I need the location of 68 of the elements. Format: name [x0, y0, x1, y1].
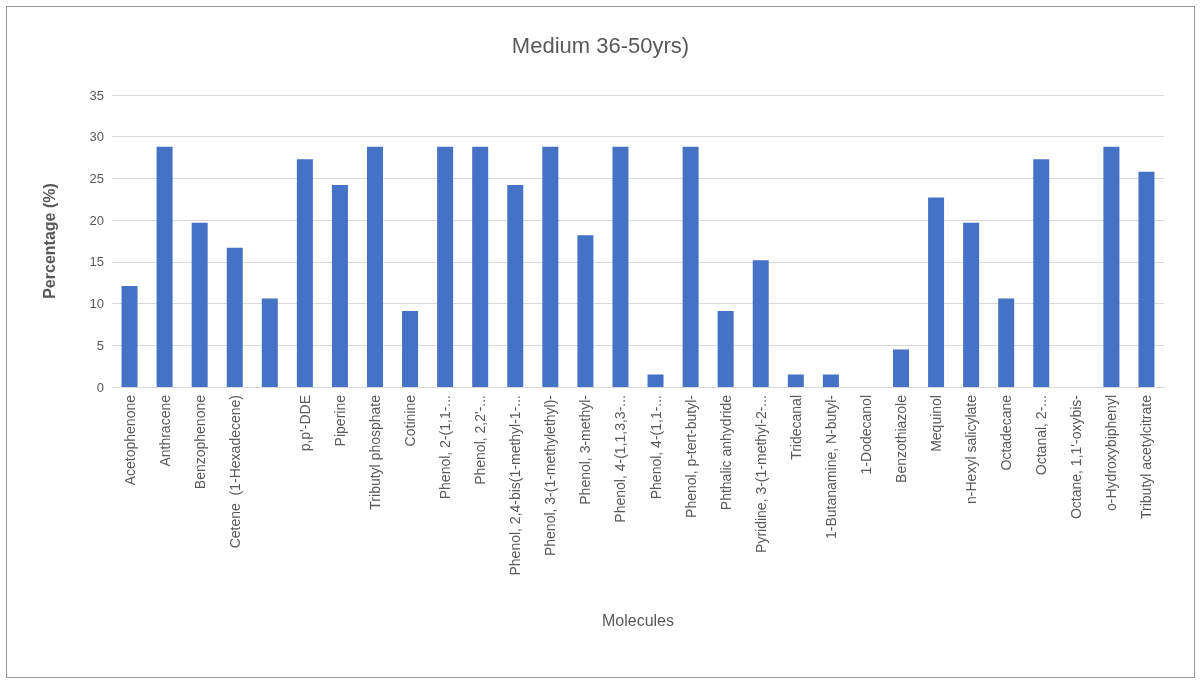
bar — [577, 235, 594, 387]
x-tick-label: Phenol, 3-methyl- — [577, 394, 594, 505]
x-tick-label: Piperine — [331, 394, 348, 447]
x-tick-label: Cotinine — [402, 394, 419, 447]
y-tick-label: 5 — [96, 337, 104, 353]
x-tick-label: Tributyl acetylcitrate — [1138, 394, 1155, 519]
bar — [928, 197, 945, 387]
x-tick-label: Tributyl phosphate — [367, 394, 383, 510]
y-tick-label: 0 — [96, 379, 104, 395]
bar — [121, 286, 138, 387]
x-tick-label: Phenol, 2,4-bis(1-methyl-1-... — [507, 395, 524, 576]
bar — [437, 146, 454, 387]
bar — [893, 349, 909, 387]
bar — [1033, 159, 1050, 387]
x-tick-label: Tridecanal — [787, 395, 804, 460]
x-tick-label: Mequinol — [928, 395, 945, 452]
bar — [402, 311, 419, 387]
bar — [752, 260, 769, 387]
x-tick-label: Phenol, 4-(1,1-... — [647, 395, 664, 500]
bar — [226, 247, 243, 387]
bar — [647, 374, 664, 387]
y-tick-label: 20 — [89, 212, 104, 228]
bar — [822, 374, 839, 387]
bar — [191, 222, 208, 387]
y-tick-label: 10 — [89, 296, 104, 312]
bar — [472, 146, 489, 387]
x-axis-title: Molecules — [601, 611, 675, 629]
bar — [612, 146, 629, 387]
bar — [507, 185, 524, 387]
x-tick-label: Acetophenone — [121, 394, 138, 486]
x-tick-label: Cetene (1-Hexadecene) — [226, 395, 243, 549]
chart-title: Medium 36-50yrs) — [511, 32, 690, 58]
bar — [1138, 171, 1155, 387]
bar — [296, 159, 313, 387]
bar — [963, 222, 980, 387]
bar — [682, 146, 699, 387]
x-tick-label: Phthalic anhydride — [717, 394, 734, 511]
x-tick-label: p,p'-DDE — [296, 395, 313, 452]
bar — [542, 146, 559, 387]
bar — [998, 298, 1015, 387]
y-tick-label: 35 — [89, 87, 104, 103]
x-tick-label: o-Hydroxybiphenyl — [1103, 395, 1120, 511]
x-tick-label: 1-Butanamine, N-butyl- — [822, 394, 839, 539]
x-tick-label: Benzothiazole — [893, 394, 909, 483]
x-tick-label: Phenol, p-tert-butyl- — [682, 394, 699, 518]
x-tick-label: Phenol, 3-(1-methylethyl)- — [542, 394, 559, 557]
x-tick-label: Octane, 1,1'-oxybis- — [1068, 394, 1085, 520]
x-tick-label: Phenol, 2,2'-... — [472, 395, 489, 485]
y-tick-label: 25 — [89, 170, 104, 186]
bar — [367, 146, 383, 387]
bar — [717, 311, 734, 387]
bar — [1103, 146, 1120, 387]
x-tick-label: Pyridine, 3-(1-methyl-2-... — [752, 395, 769, 553]
y-tick-label: 15 — [89, 254, 104, 270]
y-axis-title: Percentage (%) — [40, 183, 58, 299]
x-tick-label: Octadecane — [998, 394, 1015, 471]
bar — [261, 298, 278, 387]
bar — [156, 146, 173, 387]
x-tick-label: Benzophenone — [191, 394, 208, 490]
x-tick-label: Phenol, 2-(1,1-... — [437, 395, 454, 500]
x-tick-label: Octanal, 2-... — [1033, 395, 1050, 476]
x-tick-label: Anthracene — [156, 394, 173, 467]
y-tick-label: 30 — [89, 129, 104, 145]
bar — [787, 374, 804, 387]
x-tick-label: 1-Dodecanol — [857, 395, 874, 475]
bar — [331, 185, 348, 387]
x-tick-label: Phenol, 4-(1,1,3,3-... — [612, 395, 629, 523]
x-tick-label: n-Hexyl salicylate — [963, 394, 980, 504]
